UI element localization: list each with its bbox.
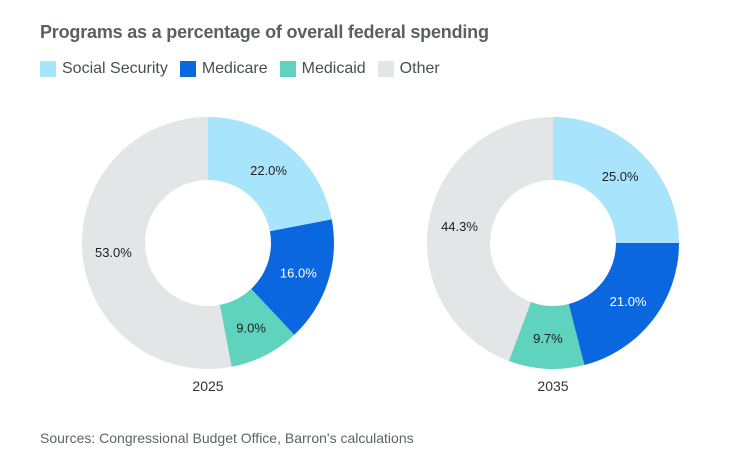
chart-year-label-2035: 2035: [537, 378, 568, 394]
legend-label-medicaid: Medicaid: [301, 60, 366, 77]
legend-swatch-other: [377, 61, 394, 77]
legend-label-other: Other: [399, 60, 440, 77]
slice-label-2035-social-security: 25.0%: [602, 169, 639, 184]
slice-label-2035-medicaid: 9.7%: [533, 331, 563, 346]
legend-swatch-medicare: [179, 61, 196, 77]
legend-item-social-security: Social Security: [40, 60, 168, 78]
legend-item-medicaid: Medicaid: [279, 60, 366, 78]
slice-2035-social-security: [553, 117, 679, 243]
slice-label-2025-medicare: 16.0%: [280, 265, 317, 280]
legend-item-other: Other: [377, 60, 440, 78]
chart-year-label-2025: 2025: [192, 378, 223, 394]
slice-2035-medicaid: [508, 302, 585, 369]
chart-title: Programs as a percentage of overall fede…: [40, 22, 489, 42]
legend-item-medicare: Medicare: [179, 60, 268, 78]
slice-2025-other: [82, 117, 232, 369]
source-note: Sources: Congressional Budget Office, Ba…: [40, 430, 414, 446]
slice-2025-medicare: [251, 219, 334, 335]
legend: Social Security Medicare Medicaid Other: [40, 60, 452, 78]
slice-label-2025-medicaid: 9.0%: [236, 321, 266, 336]
slice-label-2025-social-security: 22.0%: [250, 163, 287, 178]
legend-label-social-security: Social Security: [62, 60, 168, 77]
legend-swatch-medicaid: [279, 61, 296, 77]
legend-swatch-social-security: [40, 61, 56, 77]
slice-2035-other: [427, 117, 553, 362]
legend-label-medicare: Medicare: [201, 60, 268, 77]
slice-label-2035-other: 44.3%: [441, 219, 478, 234]
slice-label-2025-other: 53.0%: [95, 245, 132, 260]
slice-2025-social-security: [208, 117, 332, 232]
slice-2025-medicaid: [219, 288, 295, 367]
slice-label-2035-medicare: 21.0%: [610, 294, 647, 309]
slice-2035-medicare: [568, 243, 680, 366]
